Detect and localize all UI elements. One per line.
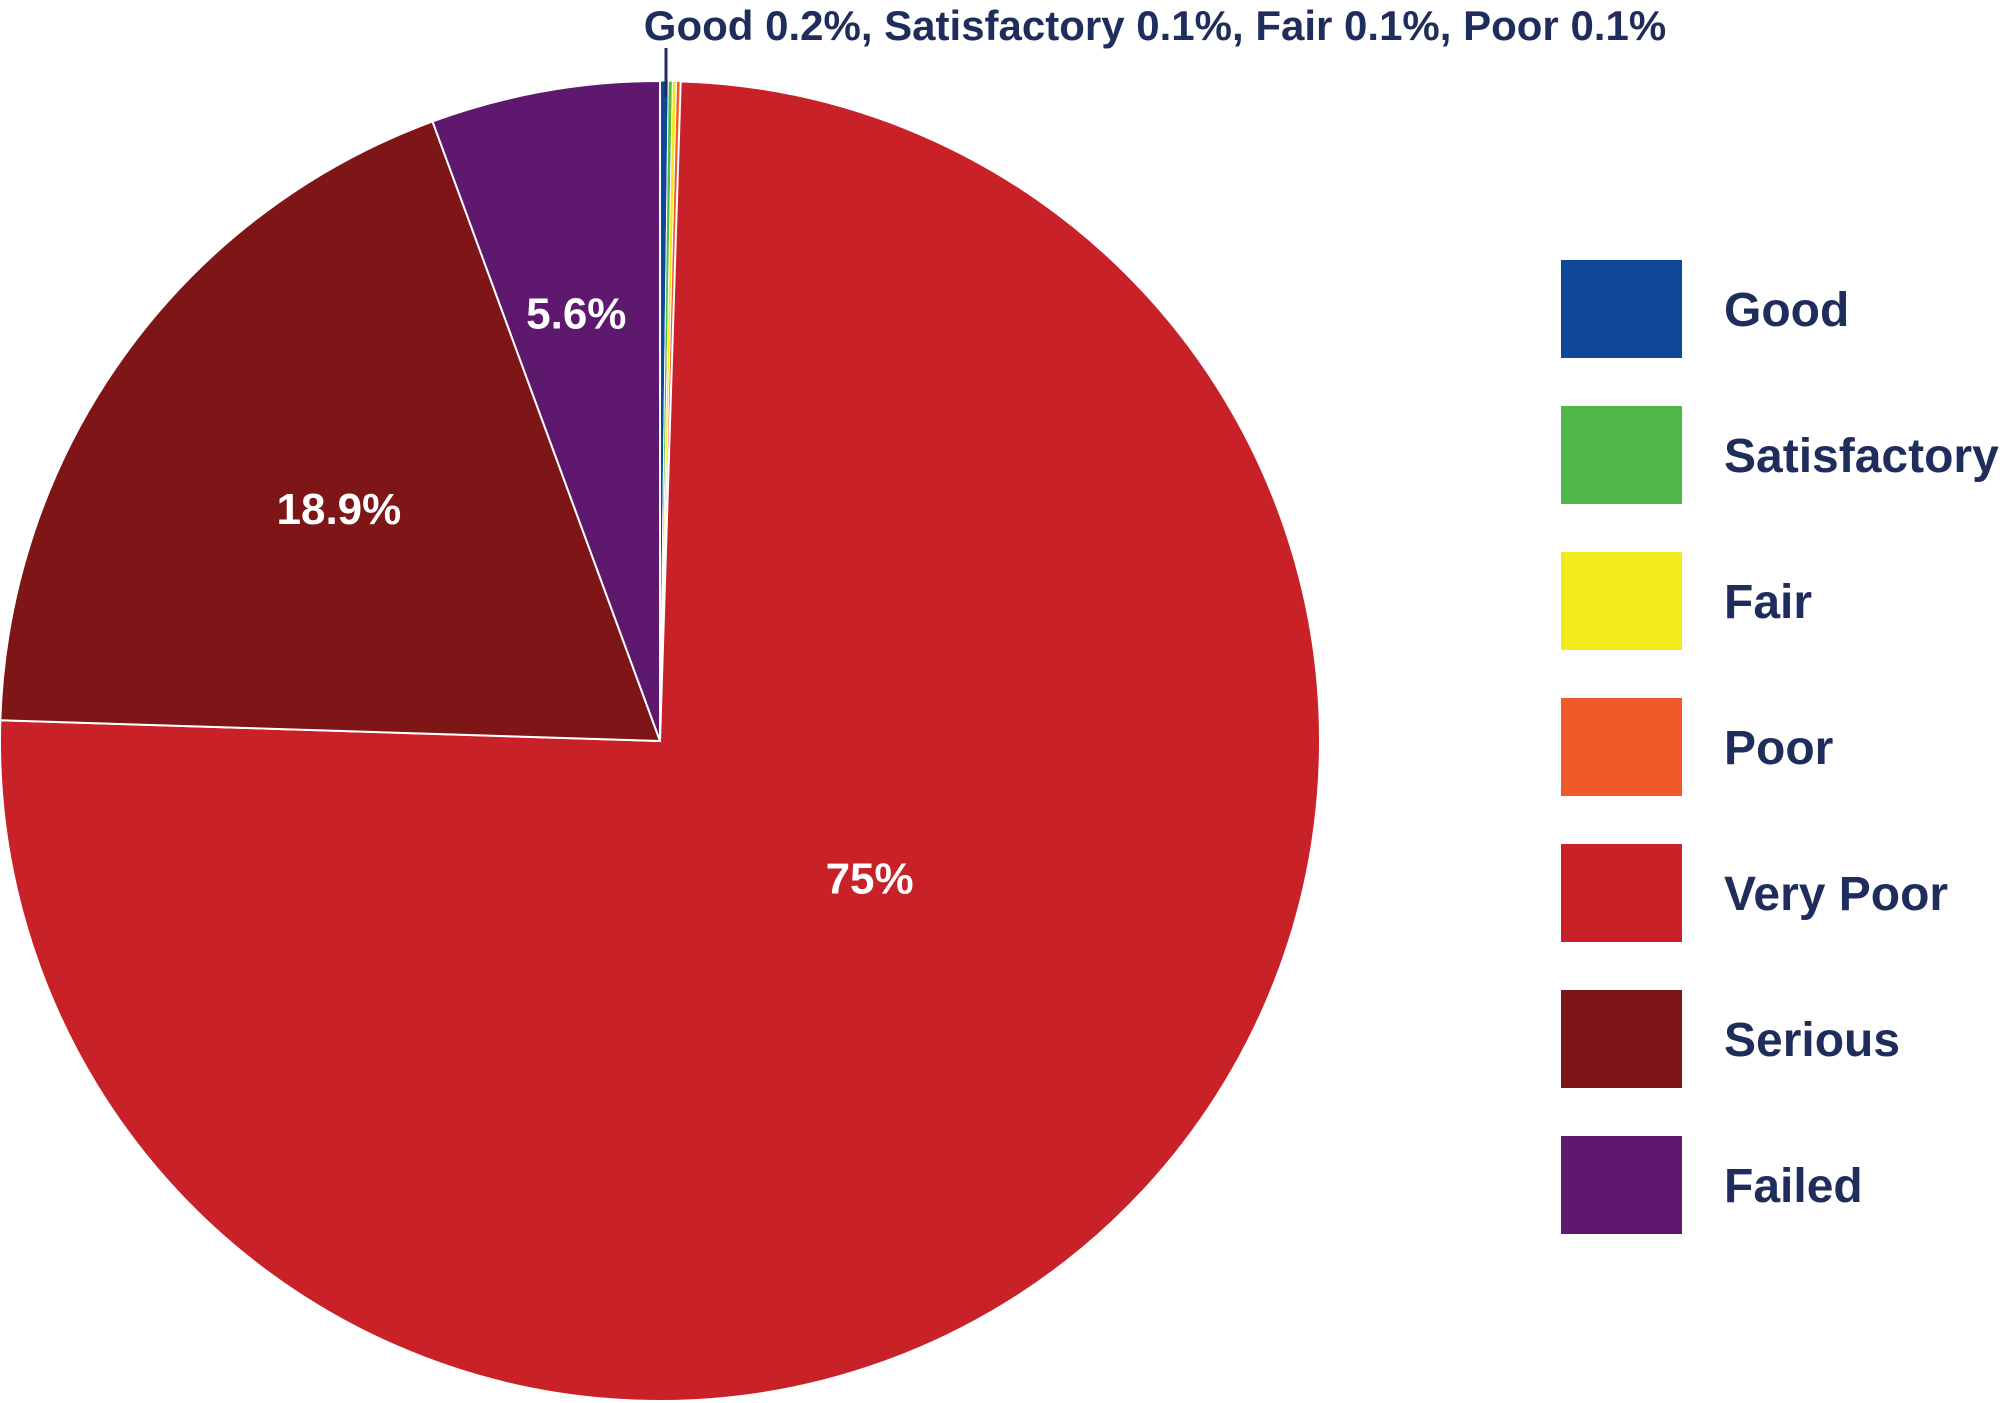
- legend-label-fair: Fair: [1724, 576, 1812, 629]
- pie-slice-failed: [431, 79, 661, 742]
- slice-label-serious: 18.9%: [277, 485, 402, 534]
- legend-label-poor: Poor: [1724, 722, 1833, 775]
- legend-swatch-satisfactory: [1561, 406, 1682, 504]
- small-slices-callout: Good 0.2%, Satisfactory 0.1%, Fair 0.1%,…: [644, 2, 1666, 97]
- slice-labels: 75% 18.9% 5.6%: [277, 290, 914, 904]
- pie-slices: [0, 79, 1321, 1402]
- legend-swatch-failed: [1561, 1136, 1682, 1234]
- pie-slice-serious: [0, 120, 662, 743]
- legend-swatch-fair: [1561, 552, 1682, 650]
- slice-label-very-poor: 75%: [826, 855, 914, 904]
- legend-swatch-very-poor: [1561, 844, 1682, 942]
- slice-label-failed: 5.6%: [526, 290, 626, 339]
- small-slices-label: Good 0.2%, Satisfactory 0.1%, Fair 0.1%,…: [644, 2, 1666, 49]
- legend-label-failed: Failed: [1724, 1160, 1863, 1213]
- legend-swatch-poor: [1561, 698, 1682, 796]
- legend-label-serious: Serious: [1724, 1014, 1900, 1067]
- legend-swatch-good: [1561, 260, 1682, 358]
- legend-label-good: Good: [1724, 284, 1849, 337]
- legend-label-very-poor: Very Poor: [1724, 868, 1948, 921]
- legend-label-satisfactory: Satisfactory: [1724, 430, 1999, 483]
- legend: Good Satisfactory Fair Poor Very Poor Serious…: [1561, 260, 1999, 1234]
- legend-swatch-serious: [1561, 990, 1682, 1088]
